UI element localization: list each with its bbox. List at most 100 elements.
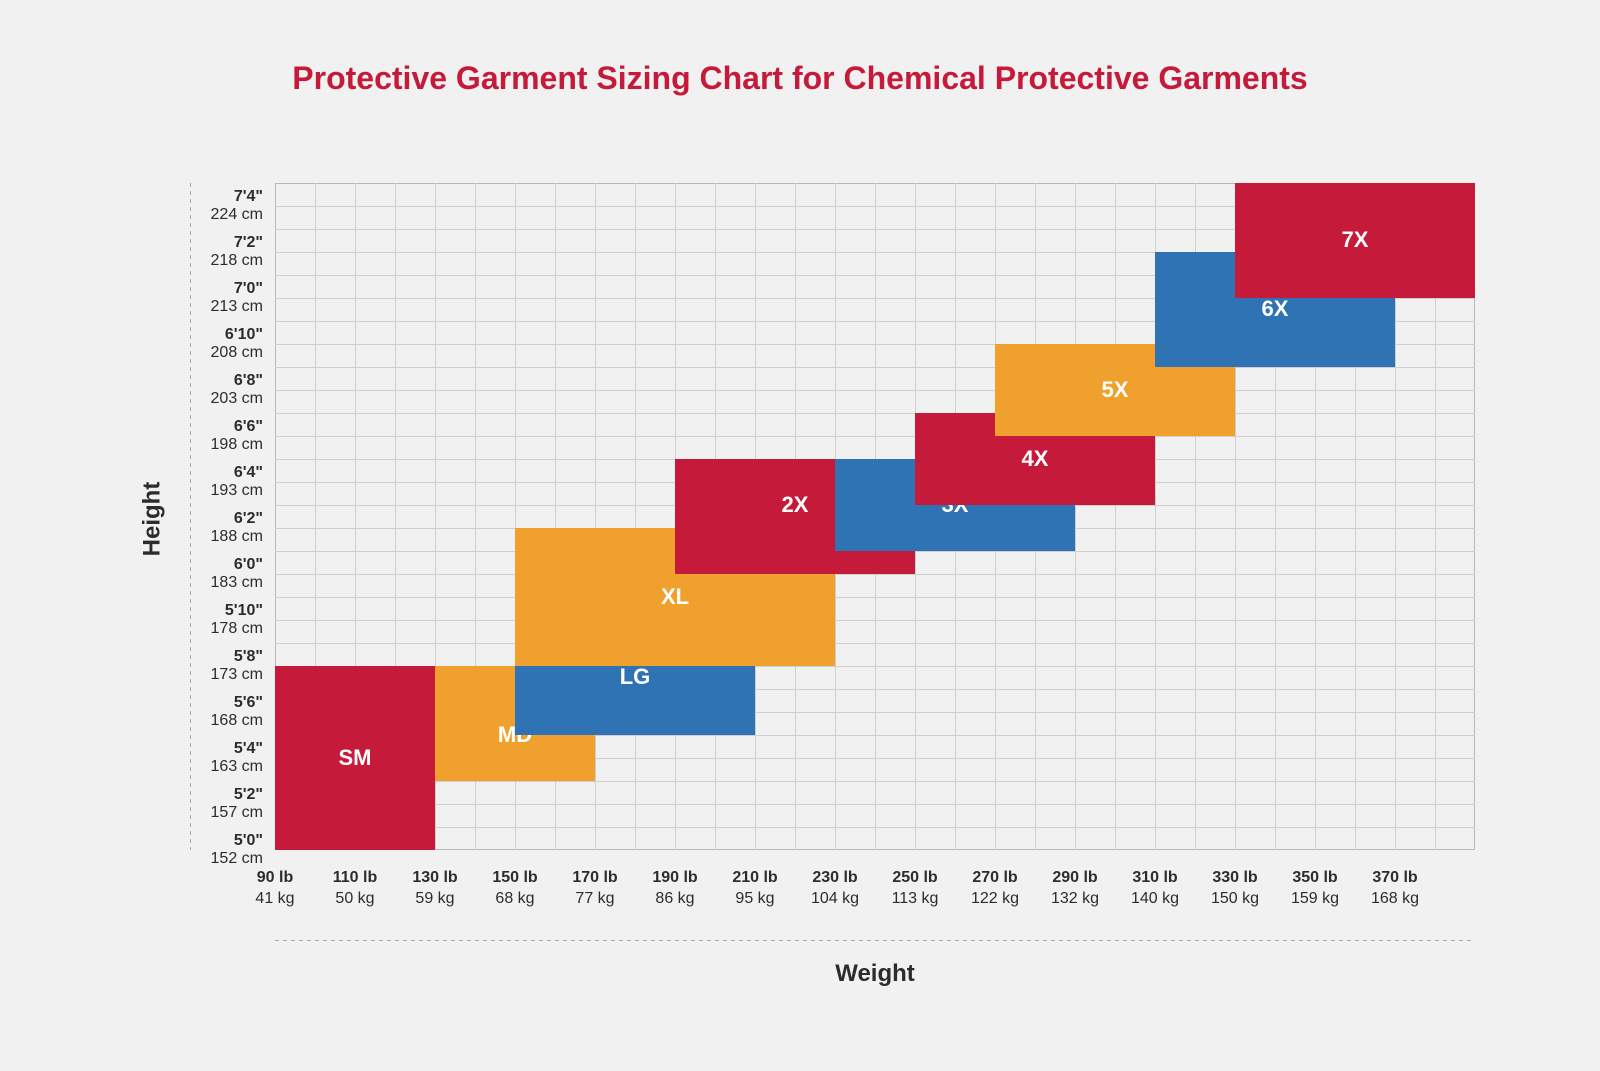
y-axis-label: 5'10"178 cm <box>193 602 263 637</box>
y-axis-dashed-line <box>190 183 191 850</box>
y-axis-label: 6'8"203 cm <box>193 372 263 407</box>
y-axis-label: 7'2"218 cm <box>193 234 263 269</box>
x-label-secondary: 86 kg <box>635 889 715 910</box>
sizing-chart-page: Protective Garment Sizing Chart for Chem… <box>0 0 1600 1031</box>
y-label-secondary: 193 cm <box>193 482 263 500</box>
x-axis-title: Weight <box>825 960 925 988</box>
x-axis-label: 350 lb159 kg <box>1275 868 1355 910</box>
chart-area: 7'4"224 cm 7'2"218 cm 7'0"213 cm 6'10"208 c… <box>0 40 1600 1071</box>
x-label-secondary: 168 kg <box>1355 889 1435 910</box>
x-label-primary: 150 lb <box>475 868 555 889</box>
size-label: 5X <box>1102 377 1129 403</box>
x-label-primary: 290 lb <box>1035 868 1115 889</box>
size-label: XL <box>661 584 689 610</box>
x-label-primary: 270 lb <box>955 868 1035 889</box>
y-label-secondary: 198 cm <box>193 436 263 454</box>
y-label-secondary: 178 cm <box>193 620 263 638</box>
x-label-secondary: 104 kg <box>795 889 875 910</box>
size-box-7x: 7X <box>1235 183 1475 298</box>
x-axis-label: 250 lb113 kg <box>875 868 955 910</box>
x-label-primary: 310 lb <box>1115 868 1195 889</box>
x-label-primary: 190 lb <box>635 868 715 889</box>
x-axis-label: 130 lb59 kg <box>395 868 475 910</box>
size-label: 6X <box>1262 296 1289 322</box>
y-label-primary: 5'4" <box>193 740 263 758</box>
y-label-secondary: 168 cm <box>193 712 263 730</box>
x-label-primary: 110 lb <box>315 868 395 889</box>
x-label-primary: 230 lb <box>795 868 875 889</box>
y-axis-label: 6'6"198 cm <box>193 418 263 453</box>
x-label-secondary: 68 kg <box>475 889 555 910</box>
size-label: SM <box>339 745 372 771</box>
x-label-secondary: 50 kg <box>315 889 395 910</box>
x-axis-label: 110 lb50 kg <box>315 868 395 910</box>
y-label-primary: 7'2" <box>193 234 263 252</box>
y-axis-title: Height <box>138 481 166 556</box>
x-label-secondary: 140 kg <box>1115 889 1195 910</box>
y-axis-label: 5'0"152 cm <box>193 832 263 867</box>
y-label-primary: 6'6" <box>193 418 263 436</box>
x-label-secondary: 150 kg <box>1195 889 1275 910</box>
y-label-secondary: 208 cm <box>193 344 263 362</box>
y-label-secondary: 157 cm <box>193 804 263 822</box>
x-label-primary: 250 lb <box>875 868 955 889</box>
y-label-secondary: 183 cm <box>193 574 263 592</box>
y-label-secondary: 173 cm <box>193 666 263 684</box>
x-label-primary: 170 lb <box>555 868 635 889</box>
y-label-primary: 5'6" <box>193 694 263 712</box>
size-label: 7X <box>1342 227 1369 253</box>
y-label-primary: 5'2" <box>193 786 263 804</box>
x-axis-label: 170 lb77 kg <box>555 868 635 910</box>
y-label-primary: 7'0" <box>193 280 263 298</box>
y-axis-label: 6'0"183 cm <box>193 556 263 591</box>
y-label-secondary: 152 cm <box>193 850 263 868</box>
y-label-secondary: 224 cm <box>193 206 263 224</box>
size-label: 2X <box>782 492 809 518</box>
x-label-secondary: 59 kg <box>395 889 475 910</box>
x-label-primary: 130 lb <box>395 868 475 889</box>
y-label-secondary: 218 cm <box>193 252 263 270</box>
size-label: LG <box>620 664 651 690</box>
y-label-primary: 5'0" <box>193 832 263 850</box>
x-label-primary: 370 lb <box>1355 868 1435 889</box>
x-label-primary: 350 lb <box>1275 868 1355 889</box>
y-label-primary: 5'8" <box>193 648 263 666</box>
x-label-primary: 330 lb <box>1195 868 1275 889</box>
x-label-secondary: 113 kg <box>875 889 955 910</box>
x-label-secondary: 159 kg <box>1275 889 1355 910</box>
y-label-secondary: 163 cm <box>193 758 263 776</box>
y-axis-label: 5'4"163 cm <box>193 740 263 775</box>
x-label-secondary: 122 kg <box>955 889 1035 910</box>
x-axis-label: 310 lb140 kg <box>1115 868 1195 910</box>
y-axis-label: 7'0"213 cm <box>193 280 263 315</box>
y-label-secondary: 213 cm <box>193 298 263 316</box>
size-box-sm: SM <box>275 666 435 850</box>
y-label-secondary: 203 cm <box>193 390 263 408</box>
x-label-primary: 90 lb <box>235 868 315 889</box>
y-axis-label: 5'2"157 cm <box>193 786 263 821</box>
x-axis-label: 370 lb168 kg <box>1355 868 1435 910</box>
y-label-primary: 6'2" <box>193 510 263 528</box>
x-axis-label: 190 lb86 kg <box>635 868 715 910</box>
x-label-secondary: 95 kg <box>715 889 795 910</box>
x-label-secondary: 132 kg <box>1035 889 1115 910</box>
x-axis-label: 230 lb104 kg <box>795 868 875 910</box>
y-axis-label: 7'4"224 cm <box>193 188 263 223</box>
x-label-secondary: 77 kg <box>555 889 635 910</box>
x-axis-label: 270 lb122 kg <box>955 868 1035 910</box>
x-axis-label: 330 lb150 kg <box>1195 868 1275 910</box>
y-label-primary: 6'10" <box>193 326 263 344</box>
x-axis-dashed-line <box>275 940 1475 941</box>
y-axis-label: 6'4"193 cm <box>193 464 263 499</box>
y-label-primary: 6'0" <box>193 556 263 574</box>
x-axis-label: 290 lb132 kg <box>1035 868 1115 910</box>
y-label-primary: 6'4" <box>193 464 263 482</box>
y-axis-label: 5'8"173 cm <box>193 648 263 683</box>
y-label-secondary: 188 cm <box>193 528 263 546</box>
y-label-primary: 6'8" <box>193 372 263 390</box>
x-axis-label: 210 lb95 kg <box>715 868 795 910</box>
y-axis-label: 5'6"168 cm <box>193 694 263 729</box>
y-label-primary: 7'4" <box>193 188 263 206</box>
x-label-primary: 210 lb <box>715 868 795 889</box>
x-axis-label: 150 lb68 kg <box>475 868 555 910</box>
